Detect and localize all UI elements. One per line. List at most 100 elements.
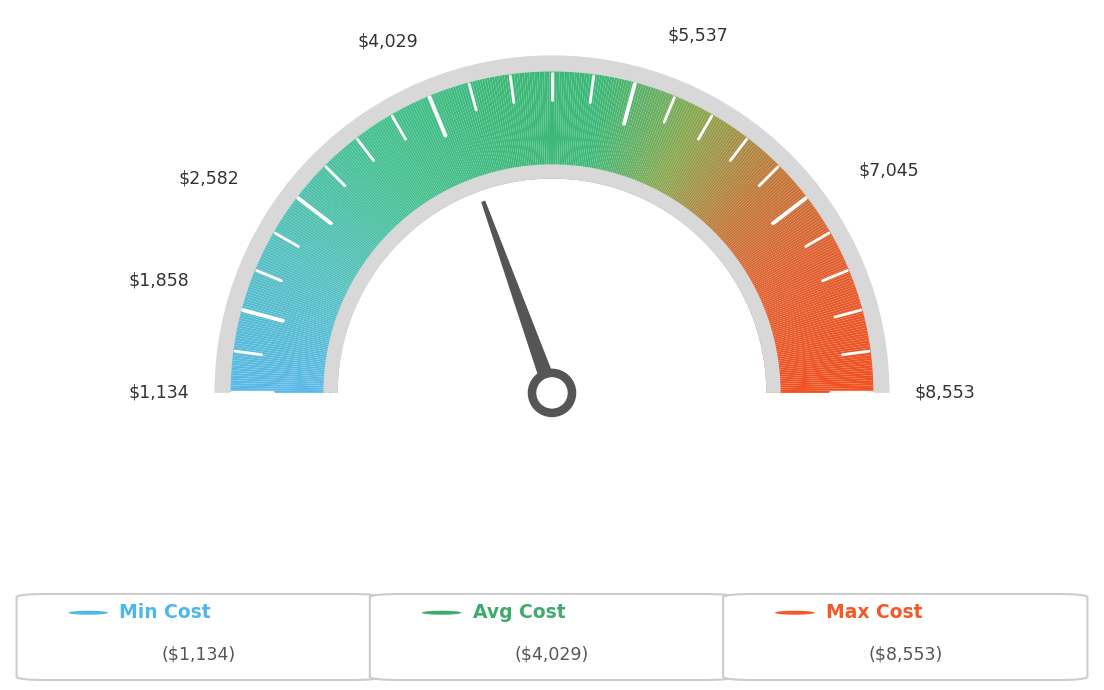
Wedge shape — [426, 96, 470, 195]
Wedge shape — [384, 117, 442, 210]
Wedge shape — [741, 240, 836, 293]
Circle shape — [528, 368, 576, 417]
Wedge shape — [252, 275, 353, 315]
Wedge shape — [757, 303, 861, 335]
Wedge shape — [378, 121, 437, 213]
Wedge shape — [265, 247, 361, 297]
Wedge shape — [234, 343, 340, 361]
Wedge shape — [678, 133, 743, 221]
Wedge shape — [699, 159, 774, 238]
Wedge shape — [235, 335, 341, 356]
Wedge shape — [705, 169, 785, 245]
Wedge shape — [574, 73, 587, 180]
Wedge shape — [402, 108, 454, 204]
Wedge shape — [336, 153, 408, 235]
Text: ($8,553): ($8,553) — [868, 646, 943, 664]
Wedge shape — [544, 72, 549, 179]
Wedge shape — [716, 186, 799, 256]
Wedge shape — [648, 106, 698, 202]
Text: $1,858: $1,858 — [128, 271, 189, 289]
Wedge shape — [395, 111, 448, 206]
Wedge shape — [357, 136, 423, 223]
Wedge shape — [251, 279, 351, 319]
Wedge shape — [746, 256, 843, 303]
Wedge shape — [703, 166, 782, 243]
Wedge shape — [762, 325, 867, 349]
Wedge shape — [753, 282, 854, 320]
Wedge shape — [505, 75, 522, 181]
Wedge shape — [308, 182, 390, 254]
Wedge shape — [726, 206, 815, 270]
Wedge shape — [429, 95, 471, 195]
Wedge shape — [644, 102, 691, 199]
Wedge shape — [238, 318, 343, 344]
Wedge shape — [718, 188, 802, 257]
Wedge shape — [735, 227, 829, 284]
Wedge shape — [347, 144, 416, 228]
Wedge shape — [328, 160, 404, 239]
Wedge shape — [491, 77, 513, 182]
Wedge shape — [701, 162, 777, 240]
Wedge shape — [373, 124, 434, 215]
Wedge shape — [736, 229, 830, 285]
Wedge shape — [724, 202, 813, 267]
Wedge shape — [368, 128, 431, 217]
Wedge shape — [319, 169, 399, 245]
Wedge shape — [389, 115, 445, 208]
Wedge shape — [306, 184, 389, 255]
Wedge shape — [254, 270, 354, 313]
Wedge shape — [757, 301, 861, 333]
Wedge shape — [745, 254, 842, 302]
Wedge shape — [719, 190, 803, 259]
Wedge shape — [286, 210, 375, 273]
Wedge shape — [650, 108, 702, 204]
Wedge shape — [233, 353, 339, 368]
Wedge shape — [743, 247, 839, 297]
Wedge shape — [255, 268, 354, 311]
Wedge shape — [578, 74, 595, 181]
Wedge shape — [542, 72, 546, 179]
Wedge shape — [460, 84, 492, 188]
Wedge shape — [758, 306, 862, 336]
Wedge shape — [465, 83, 496, 186]
Wedge shape — [261, 256, 358, 303]
Wedge shape — [605, 81, 635, 186]
Wedge shape — [686, 142, 755, 227]
Wedge shape — [735, 225, 827, 282]
Wedge shape — [763, 333, 868, 355]
Wedge shape — [751, 273, 851, 314]
Wedge shape — [318, 171, 397, 246]
Wedge shape — [422, 98, 467, 197]
Wedge shape — [469, 81, 499, 186]
Wedge shape — [723, 200, 810, 266]
Wedge shape — [646, 104, 696, 201]
Wedge shape — [420, 99, 466, 197]
Wedge shape — [365, 130, 428, 219]
Wedge shape — [250, 282, 351, 320]
Wedge shape — [270, 236, 365, 290]
Wedge shape — [272, 234, 365, 288]
Wedge shape — [284, 215, 374, 275]
Wedge shape — [279, 221, 371, 279]
Wedge shape — [552, 72, 554, 179]
Wedge shape — [636, 97, 680, 196]
Polygon shape — [546, 391, 558, 410]
Wedge shape — [269, 238, 364, 291]
Text: $7,045: $7,045 — [859, 161, 920, 179]
Wedge shape — [766, 377, 873, 384]
Wedge shape — [524, 72, 535, 179]
Wedge shape — [258, 261, 357, 306]
Bar — [179, 393, 925, 571]
Wedge shape — [316, 172, 395, 248]
Wedge shape — [757, 298, 860, 331]
Wedge shape — [406, 106, 456, 202]
Wedge shape — [577, 74, 592, 180]
Wedge shape — [765, 357, 872, 371]
Wedge shape — [746, 258, 845, 305]
Wedge shape — [763, 335, 869, 356]
Wedge shape — [742, 242, 837, 294]
Wedge shape — [371, 126, 433, 216]
Wedge shape — [656, 111, 709, 206]
Wedge shape — [634, 96, 678, 195]
Wedge shape — [351, 141, 420, 226]
